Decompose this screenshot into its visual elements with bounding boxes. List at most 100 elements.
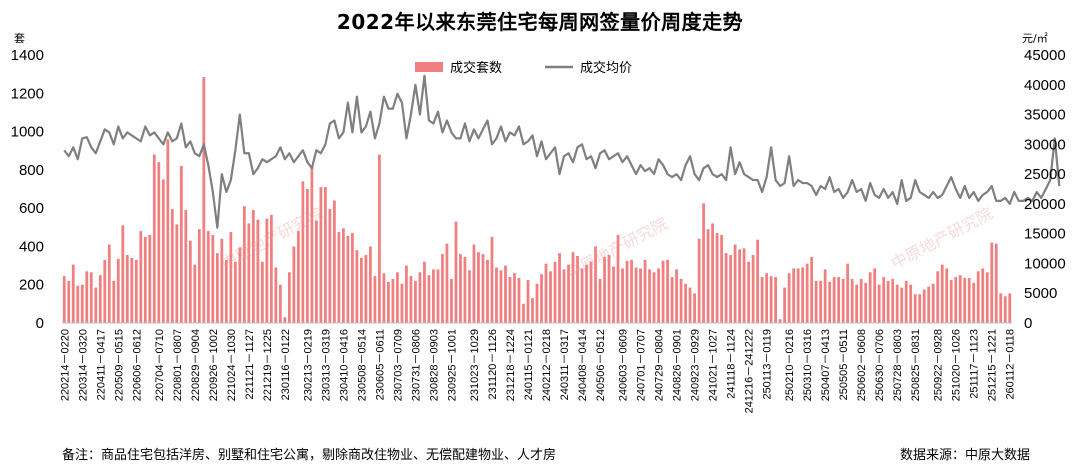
bar-129 [643, 259, 647, 323]
x-tick-label: 240408－0414 [577, 329, 589, 401]
bar-187 [904, 280, 908, 323]
bar-74 [396, 272, 399, 323]
y-right-tick-label: 10000 [1024, 255, 1066, 272]
bar-69 [373, 276, 377, 323]
bar-132 [657, 268, 660, 323]
y-right-unit: 元/㎡ [1022, 32, 1048, 45]
bar-33 [211, 234, 215, 323]
y-right-tick-label: 15000 [1024, 226, 1066, 243]
bar-127 [634, 267, 638, 323]
bar-157 [769, 276, 773, 323]
bar-207 [994, 243, 998, 323]
bar-109 [553, 261, 557, 323]
bar-92 [477, 252, 480, 323]
bar-76 [405, 265, 408, 323]
x-tick-label: 220926－1002 [208, 329, 220, 401]
bar-182 [882, 277, 886, 323]
bar-175 [850, 278, 854, 323]
bar-152 [747, 261, 751, 323]
bar-167 [814, 280, 818, 323]
bar-206 [990, 242, 994, 323]
bar-185 [895, 284, 899, 323]
bar-147 [724, 253, 728, 323]
bar-153 [751, 255, 755, 323]
bar-82 [432, 269, 435, 323]
bar-181 [877, 284, 881, 323]
plot-area [62, 74, 1061, 323]
x-tick-label: 220829－0904 [190, 329, 202, 401]
bar-39 [238, 247, 242, 323]
bar-179 [868, 272, 872, 323]
bar-210 [1008, 293, 1012, 323]
x-tick-label: 240701－0707 [636, 329, 648, 401]
x-tick-label: 240729－0804 [654, 329, 666, 401]
bar-44 [260, 261, 264, 323]
bar-138 [684, 283, 687, 323]
x-tick-label: 230731－0806 [410, 329, 422, 401]
x-tick-label: 230828－0903 [428, 329, 440, 401]
bar-56 [314, 220, 318, 323]
legend-label-bars: 成交套数 [450, 60, 502, 76]
bar-94 [486, 259, 489, 323]
bar-87 [454, 221, 458, 323]
bar-1 [67, 280, 71, 323]
legend-swatch-bars [415, 62, 443, 72]
bar-84 [441, 254, 444, 323]
bar-20 [152, 154, 156, 323]
bar-22 [161, 179, 165, 323]
x-tick-label: 240506－0512 [595, 329, 607, 401]
bar-42 [251, 210, 255, 323]
bar-163 [796, 268, 800, 323]
y-right-tick-label: 40000 [1024, 77, 1066, 94]
x-tick-label: 251215－1221 [987, 329, 999, 401]
y-right-tick-label: 45000 [1024, 47, 1066, 64]
bar-25 [175, 224, 179, 323]
bar-128 [639, 268, 642, 323]
bar-2 [71, 264, 75, 323]
bar-162 [792, 268, 796, 323]
x-tick-label: 230313－0319 [320, 329, 332, 401]
x-tick-label: 221121－1127 [244, 329, 256, 400]
bar-8 [98, 275, 102, 323]
footnote: 备注：商品住宅包括洋房、别墅和住宅公寓，剔除商改住物业、无偿配建物业、人才房 [62, 448, 557, 463]
x-tick-label: 220606－0612 [131, 329, 143, 401]
x-tick-label: 250310－0316 [802, 329, 814, 401]
y-right-tick-label: 5000 [1024, 285, 1057, 302]
bar-155 [760, 277, 764, 323]
bar-59 [328, 209, 332, 323]
bar-203 [976, 271, 980, 323]
bar-64 [351, 233, 354, 323]
bar-198 [954, 277, 958, 323]
x-tick-label: 220314－0320 [77, 329, 89, 401]
bar-156 [765, 273, 769, 323]
bar-124 [621, 268, 624, 323]
bar-34 [215, 253, 219, 323]
x-tick-label: 240603－0609 [618, 329, 630, 401]
bar-159 [778, 319, 782, 323]
bar-54 [305, 189, 309, 323]
x-tick-label: 231120－1126 [487, 329, 499, 400]
bar-146 [720, 234, 723, 323]
bar-73 [391, 278, 395, 323]
bar-136 [675, 269, 678, 323]
bar-133 [661, 260, 665, 323]
bar-89 [463, 256, 467, 323]
bar-105 [535, 283, 539, 323]
bar-112 [567, 264, 570, 323]
bar-130 [648, 269, 651, 323]
bar-79 [418, 272, 422, 323]
bar-168 [819, 280, 823, 323]
bar-46 [269, 214, 273, 323]
bar-108 [549, 271, 552, 323]
bar-63 [346, 235, 350, 323]
bar-65 [355, 250, 359, 323]
bar-131 [652, 272, 656, 323]
bar-174 [846, 263, 850, 323]
legend: 成交套数 成交均价 [415, 60, 632, 76]
y-left-tick-label: 0 [36, 315, 44, 332]
bar-194 [936, 271, 940, 323]
x-tick-label: 220411－0417 [95, 329, 107, 400]
bar-29 [193, 264, 197, 323]
x-tick-label: 241118－1124 [726, 329, 738, 399]
